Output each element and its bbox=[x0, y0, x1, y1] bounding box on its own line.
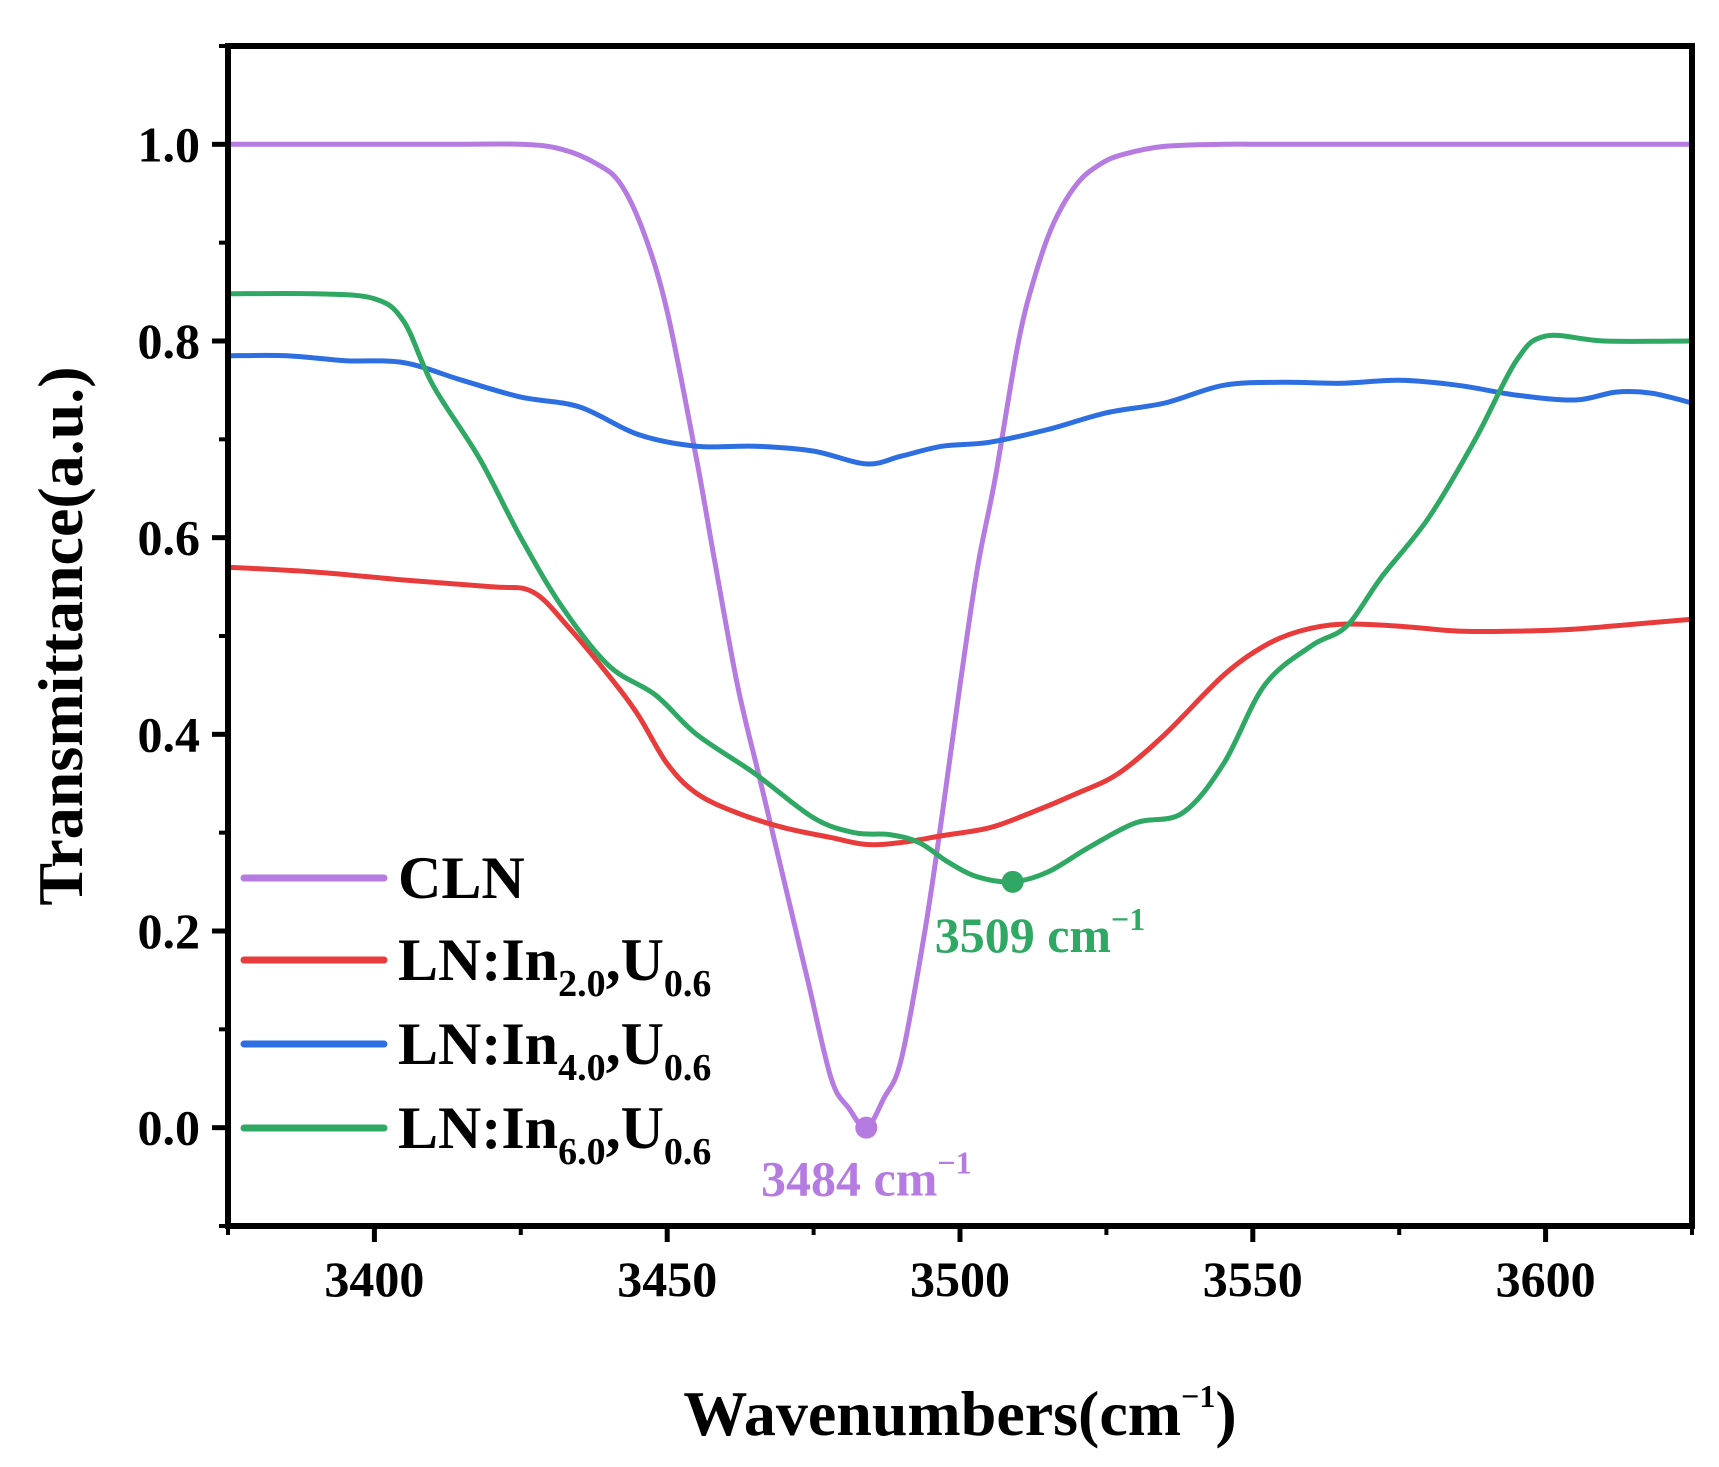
x-axis-title: Wavenumbers(cm−1) bbox=[683, 1378, 1236, 1449]
x-tick-label: 3550 bbox=[1203, 1251, 1303, 1307]
legend-item-cln: CLN bbox=[240, 845, 525, 911]
annotation-label: 3484 cm−1 bbox=[761, 1145, 972, 1207]
legend-item-ln-in6-0-u0-6: LN:In6.0,U0.6 bbox=[240, 1095, 711, 1173]
series-line-ln-in4-0-u0-6 bbox=[228, 352, 1692, 467]
ticks-layer: 3400 3450 3500 3550 3600 0.0 0.2 0.4 0.6 0.8 1.0 bbox=[138, 44, 1694, 1307]
y-tick-label: 0.6 bbox=[138, 510, 201, 566]
series-line-ln-in6-0-u0-6 bbox=[228, 290, 1692, 885]
series-layer bbox=[228, 141, 1692, 1131]
legend-label: LN:In2.0,U0.6 bbox=[398, 927, 711, 1005]
x-tick-label: 3400 bbox=[324, 1251, 424, 1307]
y-tick-label: 0.8 bbox=[138, 313, 201, 369]
legend: CLN LN:In2.0,U0.6LN:In4.0,U0.6LN:In6.0,U0… bbox=[240, 845, 711, 1173]
annotation-label: 3509 cm−1 bbox=[935, 901, 1146, 963]
annotation-point bbox=[1001, 870, 1024, 893]
legend-label: LN:In6.0,U0.6 bbox=[398, 1095, 711, 1173]
y-tick-label: 0.2 bbox=[138, 903, 201, 959]
legend-label: LN:In4.0,U0.6 bbox=[398, 1011, 711, 1089]
legend-item-ln-in2-0-u0-6: LN:In2.0,U0.6 bbox=[240, 927, 711, 1005]
y-tick-label: 0.4 bbox=[138, 706, 201, 762]
y-tick-label: 1.0 bbox=[138, 116, 201, 172]
legend-item-ln-in4-0-u0-6: LN:In4.0,U0.6 bbox=[240, 1011, 711, 1089]
annotation-point bbox=[855, 1116, 878, 1139]
series-line-cln bbox=[228, 141, 1692, 1131]
annotation-layer: 3484 cm−1 3509 cm−1 bbox=[761, 870, 1146, 1207]
y-axis-title: Transmittance(a.u.) bbox=[25, 366, 96, 905]
x-tick-label: 3600 bbox=[1496, 1251, 1596, 1307]
y-tick-label: 0.0 bbox=[138, 1100, 201, 1156]
x-tick-label: 3450 bbox=[617, 1251, 717, 1307]
x-tick-label: 3500 bbox=[910, 1251, 1010, 1307]
series-line-ln-in2-0-u0-6 bbox=[228, 564, 1692, 848]
legend-label: CLN bbox=[398, 845, 525, 911]
